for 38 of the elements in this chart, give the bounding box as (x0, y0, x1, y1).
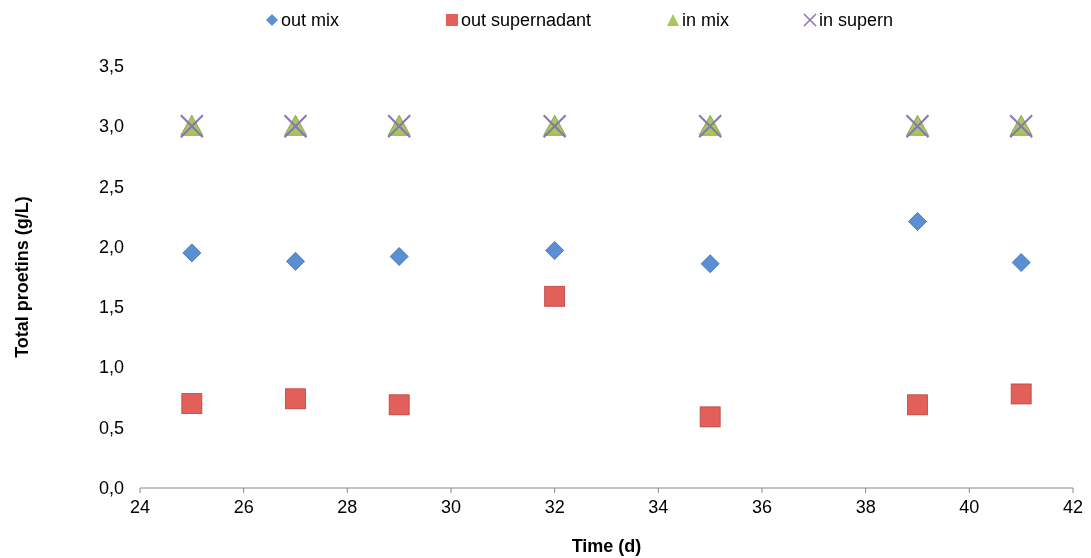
y-tick-label: 3,0 (98, 116, 124, 137)
x-axis-title: Time (d) (571, 536, 642, 556)
point (286, 251, 305, 271)
x-tick-label: 34 (648, 497, 669, 517)
point (389, 247, 409, 266)
point (1011, 253, 1031, 272)
y-tick-label: 1,5 (98, 297, 124, 318)
legend-label: out supernadant (461, 10, 592, 30)
y-tick-label: 0,0 (98, 478, 124, 498)
point (907, 394, 928, 416)
x-tick-label: 40 (959, 497, 980, 517)
point (1010, 383, 1032, 405)
point (700, 254, 720, 274)
point (181, 393, 203, 414)
x-tick-label: 26 (233, 497, 254, 517)
legend-label: in mix (682, 10, 730, 30)
x-tick-label: 42 (1062, 497, 1084, 517)
x-tick-label: 24 (129, 497, 151, 517)
y-tick-label: 0,5 (98, 417, 124, 438)
x-tick-label: 32 (544, 497, 565, 517)
y-tick-label: 1,0 (98, 357, 124, 378)
point (182, 243, 202, 263)
x-tick-label: 36 (751, 497, 773, 517)
legend-label: in supern (819, 10, 894, 30)
point (545, 241, 565, 260)
y-tick-label: 2,0 (98, 236, 124, 257)
point (699, 406, 721, 428)
y-axis-title: Total proetins (g/L) (12, 196, 32, 358)
x-tick-label: 30 (440, 497, 462, 517)
y-tick-label: 2,5 (98, 176, 124, 197)
y-tick-label: 3,5 (98, 56, 124, 76)
point (388, 394, 410, 416)
legend-label: out mix (281, 10, 340, 30)
x-tick-label: 38 (855, 497, 876, 517)
point (285, 388, 306, 410)
point (544, 285, 566, 307)
x-tick-label: 28 (337, 497, 358, 517)
point (908, 212, 927, 231)
